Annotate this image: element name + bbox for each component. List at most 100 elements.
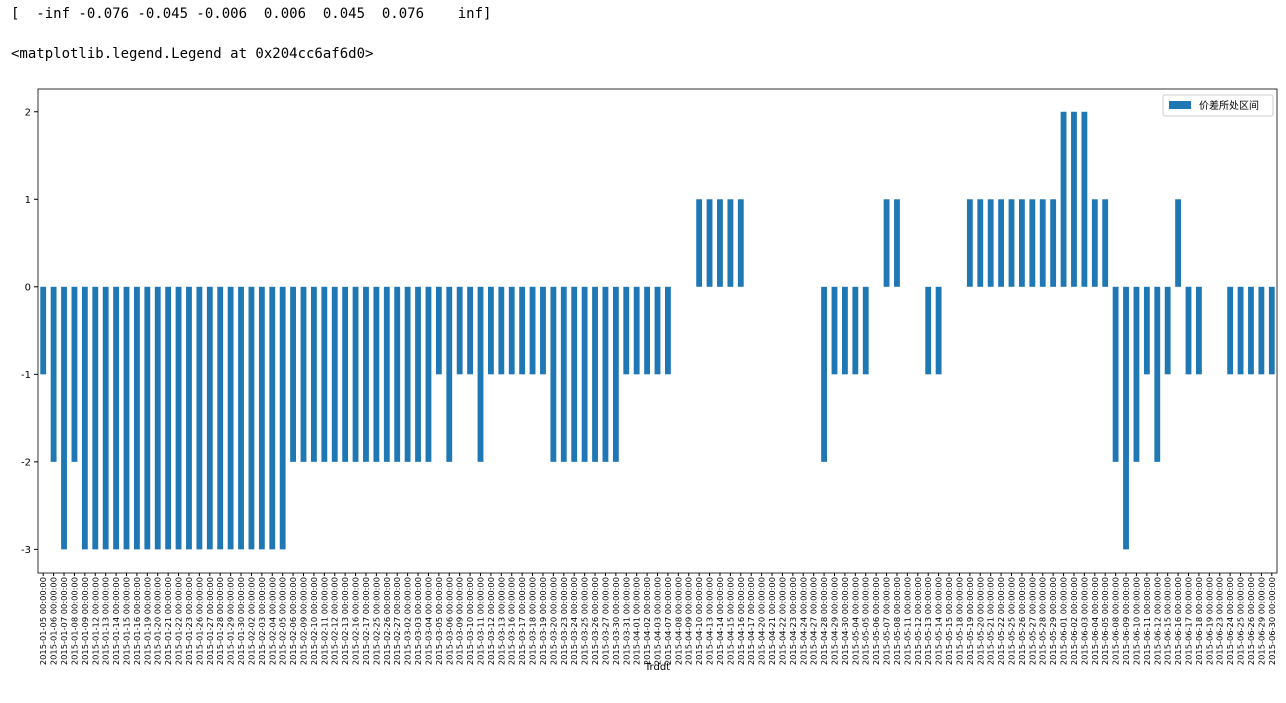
x-tick-label: 2015-02-12 00:00:00	[330, 577, 340, 665]
x-tick-label: 2015-06-25 00:00:00	[1236, 577, 1246, 665]
bar	[467, 286, 474, 375]
x-tick-label: 2015-04-14 00:00:00	[715, 577, 725, 665]
bar	[1039, 199, 1046, 287]
bar	[852, 286, 859, 375]
x-tick-label: 2015-05-21 00:00:00	[986, 577, 996, 665]
x-tick-label: 2015-04-22 00:00:00	[777, 577, 787, 665]
bar	[966, 199, 973, 287]
x-tick-label: 2015-04-08 00:00:00	[673, 577, 683, 665]
bar	[435, 286, 442, 375]
x-tick-label: 2015-05-29 00:00:00	[1048, 577, 1058, 665]
bar	[1248, 286, 1254, 375]
bar	[102, 286, 109, 550]
x-tick-label: 2015-04-09 00:00:00	[684, 577, 694, 665]
x-tick-label: 2015-01-07 00:00:00	[59, 577, 69, 665]
x-tick-label: 2015-02-04 00:00:00	[267, 577, 277, 665]
y-tick-label: -3	[21, 545, 31, 556]
x-tick-label: 2015-06-11 00:00:00	[1142, 577, 1152, 665]
bar	[92, 286, 99, 550]
bar	[258, 286, 265, 550]
output-line: <matplotlib.legend.Legend at 0x204cc6af6…	[11, 46, 374, 62]
bar	[40, 286, 47, 375]
x-tick-label: 2015-03-06 00:00:00	[444, 577, 454, 665]
bar	[269, 286, 276, 550]
x-tick-label: 2015-02-25 00:00:00	[371, 577, 381, 665]
bar	[623, 286, 630, 375]
x-tick-label: 2015-04-16 00:00:00	[736, 577, 746, 665]
bar	[113, 286, 120, 550]
bar	[519, 286, 526, 375]
bar	[633, 286, 640, 375]
x-tick-label: 2015-05-20 00:00:00	[975, 577, 985, 665]
x-tick-label: 2015-01-09 00:00:00	[80, 577, 90, 665]
x-tick-label: 2015-01-26 00:00:00	[194, 577, 204, 665]
x-tick-label: 2015-01-28 00:00:00	[215, 577, 225, 665]
x-tick-label: 2015-05-04 00:00:00	[850, 577, 860, 665]
bar	[1268, 286, 1275, 375]
x-tick-label: 2015-02-13 00:00:00	[340, 577, 350, 665]
x-tick-label: 2015-01-08 00:00:00	[69, 577, 79, 665]
x-tick-label: 2015-01-27 00:00:00	[205, 577, 215, 665]
bar	[133, 286, 140, 550]
bar	[352, 286, 359, 462]
bar	[415, 286, 421, 462]
x-tick-label: 2015-06-08 00:00:00	[1111, 577, 1121, 665]
bar	[581, 286, 588, 462]
bar	[821, 286, 828, 462]
bar	[696, 199, 703, 287]
bar	[154, 286, 161, 550]
x-tick-label: 2015-03-10 00:00:00	[465, 577, 475, 665]
output-line: [ -inf -0.076 -0.045 -0.006 0.006 0.045 …	[11, 6, 492, 22]
x-tick-label: 2015-06-02 00:00:00	[1069, 577, 1079, 665]
x-tick-label: 2015-06-26 00:00:00	[1246, 577, 1256, 665]
bar	[998, 199, 1005, 287]
x-tick-label: 2015-02-06 00:00:00	[288, 577, 298, 665]
bar	[1091, 199, 1098, 287]
bar	[81, 286, 88, 550]
x-tick-label: 2015-06-03 00:00:00	[1079, 577, 1089, 665]
x-tick-label: 2015-05-07 00:00:00	[882, 577, 892, 665]
x-tick-label: 2015-01-20 00:00:00	[153, 577, 163, 665]
x-tick-label: 2015-03-24 00:00:00	[569, 577, 579, 665]
bar	[1018, 199, 1025, 287]
x-tick-label: 2015-04-15 00:00:00	[725, 577, 735, 665]
x-tick-label: 2015-05-08 00:00:00	[892, 577, 902, 665]
bar	[644, 286, 651, 375]
bar	[883, 199, 890, 287]
x-tick-label: 2015-04-07 00:00:00	[663, 577, 673, 665]
x-tick-label: 2015-01-29 00:00:00	[226, 577, 236, 665]
x-axis-label: Trddt	[644, 662, 670, 673]
x-tick-label: 2015-02-03 00:00:00	[257, 577, 267, 665]
x-tick-label: 2015-02-26 00:00:00	[382, 577, 392, 665]
bar	[1071, 111, 1077, 287]
x-tick-label: 2015-01-30 00:00:00	[236, 577, 246, 665]
bar	[717, 199, 723, 287]
x-tick-label: 2015-06-23 00:00:00	[1215, 577, 1225, 665]
x-tick-label: 2015-01-15 00:00:00	[122, 577, 132, 665]
bar	[1258, 286, 1265, 375]
x-tick-label: 2015-03-12 00:00:00	[486, 577, 496, 665]
bar	[1102, 199, 1109, 287]
bar	[404, 286, 411, 462]
x-tick-label: 2015-05-13 00:00:00	[923, 577, 933, 665]
x-tick-label: 2015-03-05 00:00:00	[434, 577, 444, 665]
bar	[1227, 286, 1234, 375]
bar	[1143, 286, 1150, 375]
bar	[310, 286, 317, 462]
x-tick-label: 2015-06-01 00:00:00	[1059, 577, 1069, 665]
x-tick-label: 2015-01-12 00:00:00	[90, 577, 100, 665]
x-tick-label: 2015-03-18 00:00:00	[528, 577, 538, 665]
bar	[1237, 286, 1244, 375]
plot-frame	[37, 88, 1278, 574]
x-tick-label: 2015-03-20 00:00:00	[548, 577, 558, 665]
x-tick-label: 2015-03-11 00:00:00	[476, 577, 486, 665]
legend-label: 价差所处区间	[1199, 99, 1259, 112]
x-tick-label: 2015-02-09 00:00:00	[299, 577, 309, 665]
bar	[508, 286, 515, 375]
bar	[363, 286, 369, 462]
x-tick-label: 2015-04-13 00:00:00	[705, 577, 715, 665]
bar	[1154, 286, 1161, 462]
x-tick-label: 2015-05-27 00:00:00	[1027, 577, 1037, 665]
x-tick-label: 2015-04-17 00:00:00	[746, 577, 756, 665]
